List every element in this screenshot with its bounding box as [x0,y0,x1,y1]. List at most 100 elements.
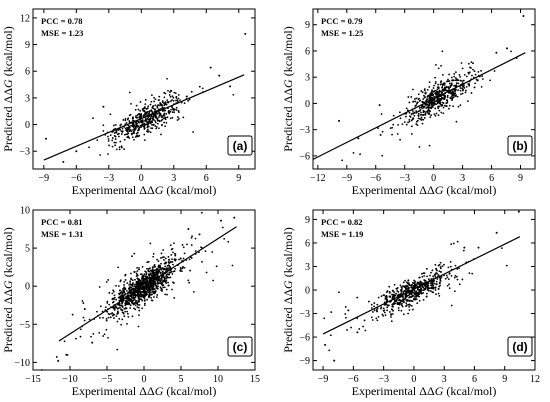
data-point [152,105,155,107]
data-point [123,294,126,296]
data-point [396,287,399,289]
data-point [144,103,147,106]
regression-line [322,236,521,335]
data-point [434,289,437,291]
data-point [139,291,142,294]
y-tick-label: 6 [305,238,310,249]
data-point [137,135,140,138]
data-point [131,255,133,258]
data-point [153,273,156,276]
data-point [136,270,139,272]
data-point [141,277,143,280]
data-point [464,91,467,94]
data-point [121,306,124,308]
data-point [378,104,381,107]
data-point [175,97,178,99]
data-point [171,111,174,113]
data-point [116,133,119,136]
data-point [451,93,454,96]
data-point [426,112,429,114]
data-point [92,332,95,335]
data-point [427,108,430,110]
data-point [177,97,180,100]
data-point [138,268,140,271]
data-point [430,287,433,290]
data-point [170,253,173,256]
data-point [153,296,155,298]
data-point [448,87,451,90]
data-point [135,116,137,119]
data-point [410,96,413,98]
data-point [154,120,156,122]
data-point [419,117,421,120]
data-point [396,290,399,292]
data-point [164,101,167,104]
data-point [163,267,166,270]
data-point [129,289,132,292]
data-point [188,98,191,101]
data-point [164,102,167,105]
data-point [141,294,143,297]
data-point [136,301,139,304]
data-point [62,160,65,163]
data-point [443,263,445,266]
pcc-value: PCC = 0.79 [321,16,362,26]
y-tick-label: 5 [25,244,30,255]
mse-value: MSE = 1.25 [321,28,363,38]
data-point [431,291,434,293]
data-point [115,141,117,144]
data-point [182,265,184,268]
data-point [475,78,478,81]
data-point [169,261,172,264]
data-point [165,103,168,106]
data-point [127,135,130,138]
data-point [424,112,427,115]
data-point [469,67,472,69]
data-point [459,104,462,107]
data-point [104,306,107,309]
data-point [120,323,123,326]
data-point [200,246,202,249]
data-point [495,51,498,54]
data-point [160,283,163,286]
x-tick-label: 12 [530,374,540,385]
data-point [448,73,451,76]
data-point [150,109,152,112]
data-point [144,270,147,273]
data-point [136,284,139,287]
data-point [402,300,405,303]
y-tick-label: −5 [19,320,30,331]
data-point [166,116,169,119]
data-point [454,94,457,97]
data-point [138,121,140,124]
data-point [120,123,123,126]
data-point [194,250,197,252]
data-point [405,107,408,110]
data-point [150,94,153,97]
data-point [198,85,201,88]
data-point [456,268,459,270]
data-point [177,94,180,96]
data-point [106,310,109,313]
data-point [156,122,159,125]
data-point [427,284,430,287]
data-point [113,141,116,144]
data-point [136,116,139,119]
data-point [439,99,442,101]
data-point [173,270,176,273]
data-point [370,307,373,309]
data-point [472,68,474,71]
data-point [215,265,218,268]
data-point [178,118,180,120]
data-point [423,96,426,99]
x-tick-label: 6 [472,374,477,385]
data-point [434,103,437,105]
data-point [404,293,407,296]
data-point [424,113,427,116]
data-point [441,84,444,87]
data-point [344,316,347,319]
data-point [109,134,112,137]
data-point [463,74,466,76]
data-point [121,290,124,292]
